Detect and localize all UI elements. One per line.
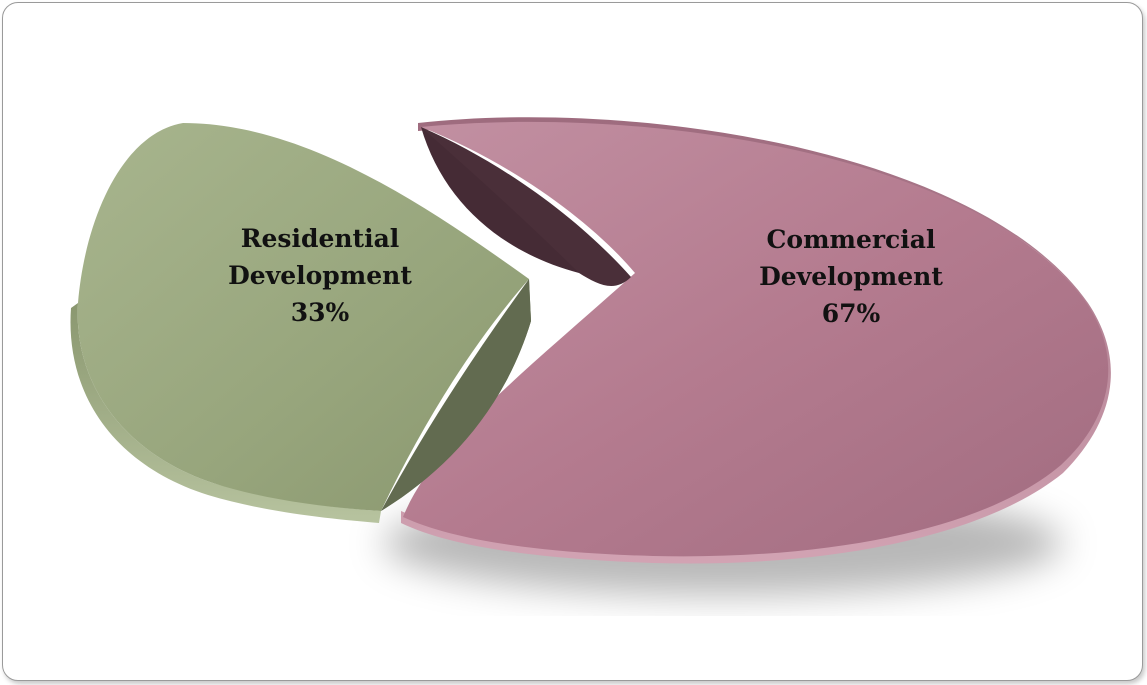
label-residential-percent: 33% [291, 298, 350, 327]
slice-residential [70, 123, 531, 523]
slice-residential-top [77, 123, 530, 511]
label-residential-line1: Residential [241, 224, 400, 253]
pie-chart: Residential Development 33% Commercial D… [70, 117, 1111, 595]
label-commercial-line1: Commercial [767, 225, 936, 254]
slice-commercial-top [403, 121, 1109, 557]
label-commercial-percent: 67% [822, 299, 881, 328]
label-residential-line2: Development [228, 261, 412, 290]
slice-commercial-side [421, 127, 631, 286]
slice-residential-side-2 [381, 279, 531, 511]
slice-commercial [401, 117, 1111, 564]
label-commercial-line2: Development [759, 262, 943, 291]
slice-commercial-side-2 [421, 127, 579, 273]
